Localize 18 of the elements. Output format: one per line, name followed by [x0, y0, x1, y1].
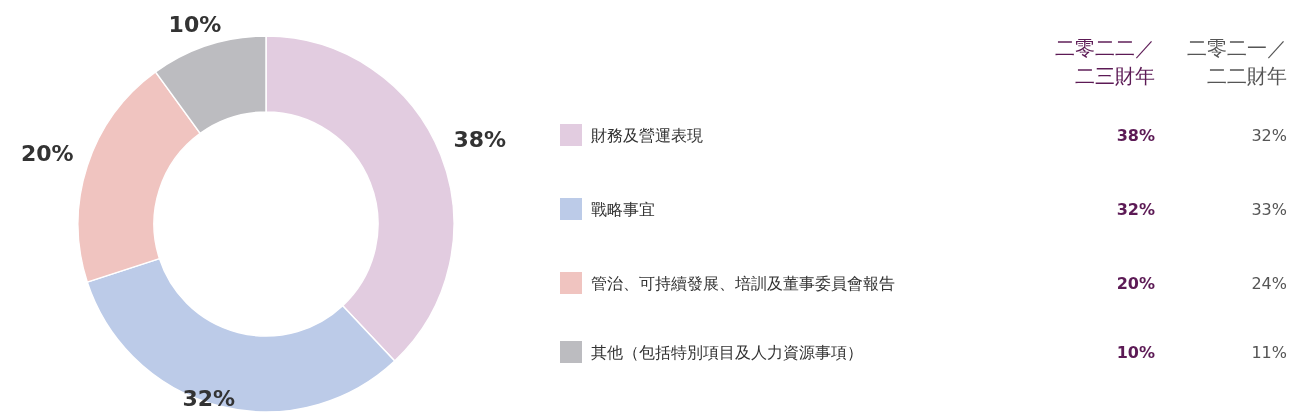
- category-label: 二零二一／二二財年: [1187, 36, 1287, 88]
- data-label: 20%: [20, 140, 74, 166]
- legend-label: 其他（包括特別項目及人力資源事項）: [591, 343, 863, 362]
- category-label: 二零二二／二三財年: [1055, 36, 1155, 88]
- text: 10%: [1116, 343, 1155, 362]
- text: 11%: [1251, 343, 1287, 362]
- data-label: 38%: [453, 127, 507, 153]
- text: 38%: [1116, 126, 1155, 145]
- legend-label: 戰略事宜: [591, 200, 655, 219]
- text: 24%: [1251, 274, 1287, 293]
- text: 32%: [1116, 200, 1155, 219]
- text: 32%: [1251, 126, 1287, 145]
- legend-label: 財務及營運表現: [591, 126, 703, 145]
- legend-label: 管治、可持續發展、培訓及董事委員會報告: [591, 274, 895, 293]
- data-label: 10%: [168, 12, 222, 37]
- text: 33%: [1251, 200, 1287, 219]
- text: 20%: [1116, 274, 1155, 293]
- data-label: 32%: [182, 386, 236, 411]
